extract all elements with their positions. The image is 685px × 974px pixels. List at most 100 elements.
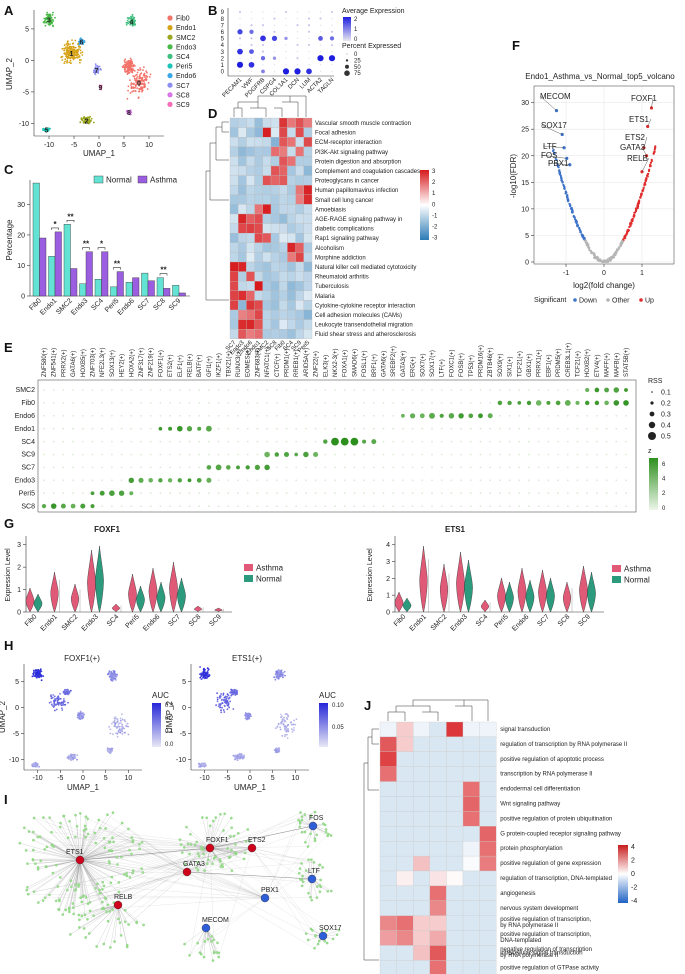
go-cell — [379, 930, 397, 946]
kegg-cell — [262, 319, 272, 330]
regulon-label: ZNF22(+) — [314, 351, 320, 377]
regulon-dot — [489, 427, 492, 430]
violin-asthma-Endo1 — [419, 545, 428, 613]
kegg-cell — [238, 300, 247, 311]
kegg-cell — [246, 252, 255, 263]
auc-y-tick: -10 — [9, 757, 19, 764]
network-target-node — [93, 831, 97, 835]
umap-cell-Fib0 — [136, 87, 139, 89]
auc-cell — [231, 691, 234, 694]
regulon-dot — [159, 466, 162, 469]
regulon-dot — [256, 414, 259, 417]
network-edge — [209, 818, 232, 849]
umap-cell-Endo1 — [79, 61, 81, 64]
panel-e: E ZNF580(+) ZNF541(+) PRRX2(+) GATA6(+) HOXB… — [4, 340, 671, 513]
regulon-dot — [402, 402, 404, 404]
network-target-node — [310, 898, 314, 902]
network-target-node — [248, 840, 251, 843]
network-target-node — [195, 866, 198, 870]
network-target-node — [18, 841, 22, 845]
violin-asthma-SC7 — [169, 561, 178, 613]
regulon-dot — [431, 402, 433, 404]
volcano-legend-dot-Down — [573, 298, 577, 302]
dotplot-row-label: 6 — [221, 30, 225, 36]
regulon-dot — [111, 402, 113, 404]
go-cell — [429, 736, 447, 752]
violin-asthma-SC8 — [563, 581, 571, 613]
go-cell — [462, 915, 480, 931]
regulon-dot — [421, 427, 424, 430]
kegg-cell — [270, 117, 280, 128]
regulon-dot — [130, 389, 133, 391]
kegg-legend-tick: 0 — [432, 202, 436, 208]
regulon-dot — [91, 466, 94, 469]
regulon-label: RUNX3(+) — [236, 349, 242, 377]
umap-cell-Fib0 — [138, 82, 140, 85]
volcano-point — [632, 213, 636, 217]
umap-cell-Fib0 — [137, 90, 140, 93]
umap-cell-Fib0 — [124, 58, 127, 61]
volcano-point — [619, 244, 623, 247]
dot-ACTA2-8 — [319, 17, 322, 20]
network-edge — [43, 817, 266, 899]
auc-cell — [286, 714, 289, 716]
auc-cell — [107, 747, 109, 750]
go-cell — [479, 736, 497, 752]
network-target-node — [66, 888, 69, 892]
auc-cell — [284, 674, 286, 677]
umap-cell-Fib0 — [145, 74, 147, 77]
network-target-node — [86, 832, 90, 836]
auc-cell — [234, 754, 237, 757]
violin-legend2-Normal: Normal — [624, 576, 650, 585]
network-target-node — [223, 812, 227, 816]
violin-y-label-2: Expression Level — [367, 548, 374, 602]
regulon-dot — [198, 466, 201, 469]
volcano-points — [552, 106, 657, 264]
regulon-row-Endo1: Endo1 — [15, 426, 35, 433]
regulon-dot — [206, 477, 212, 483]
regulon-dot — [392, 427, 395, 430]
kegg-cell — [303, 213, 313, 224]
go-cell — [396, 870, 414, 887]
regulon-dot — [450, 479, 453, 482]
go-cell — [413, 841, 430, 857]
go-cell — [446, 736, 464, 752]
network-target-node — [310, 858, 313, 862]
umap-y-label: UMAP_2 — [5, 57, 14, 90]
regulon-dot — [450, 492, 453, 495]
umap-cell-Endo3 — [51, 14, 54, 16]
network-target-node — [214, 855, 217, 859]
umap-cell-Fib0 — [140, 83, 142, 86]
kegg-cell — [279, 281, 288, 291]
dot-TAGLN-1 — [331, 64, 333, 66]
umap-cell-Endo6 — [82, 42, 84, 44]
regulon-dot — [566, 427, 569, 430]
dot-PECAM1-5 — [238, 37, 242, 40]
network-target-node — [178, 838, 182, 842]
kegg-term: Complement and coagulation cascades — [315, 169, 420, 175]
violin-asthma-SC4 — [481, 599, 489, 613]
auc-cell — [50, 694, 52, 697]
auc-cell — [66, 688, 69, 691]
kegg-cell — [295, 271, 304, 282]
volcano-point — [563, 186, 566, 189]
dot-COL1A1-4 — [285, 44, 287, 46]
network-target-node — [219, 865, 223, 868]
umap-cell-Fib0 — [132, 83, 135, 86]
kegg-term: Focal adhesion — [315, 131, 356, 137]
network-edge — [209, 847, 245, 860]
network-edge — [79, 837, 132, 861]
kegg-cell — [262, 175, 272, 186]
umap-cell-Endo3 — [50, 20, 53, 23]
auc-x-tick: -10 — [200, 775, 210, 782]
auc-title-foxf1: FOXF1(+) — [64, 654, 100, 663]
network-edge — [52, 859, 81, 874]
kegg-cell — [238, 290, 247, 301]
network-edge — [209, 814, 221, 849]
regulon-dot — [469, 440, 472, 443]
regulon-dot — [43, 479, 45, 482]
network-target-node — [320, 929, 324, 933]
umap-cell-Endo3 — [45, 13, 48, 16]
violin-asthma-Endo6 — [148, 567, 158, 613]
auc-cell — [124, 720, 127, 723]
